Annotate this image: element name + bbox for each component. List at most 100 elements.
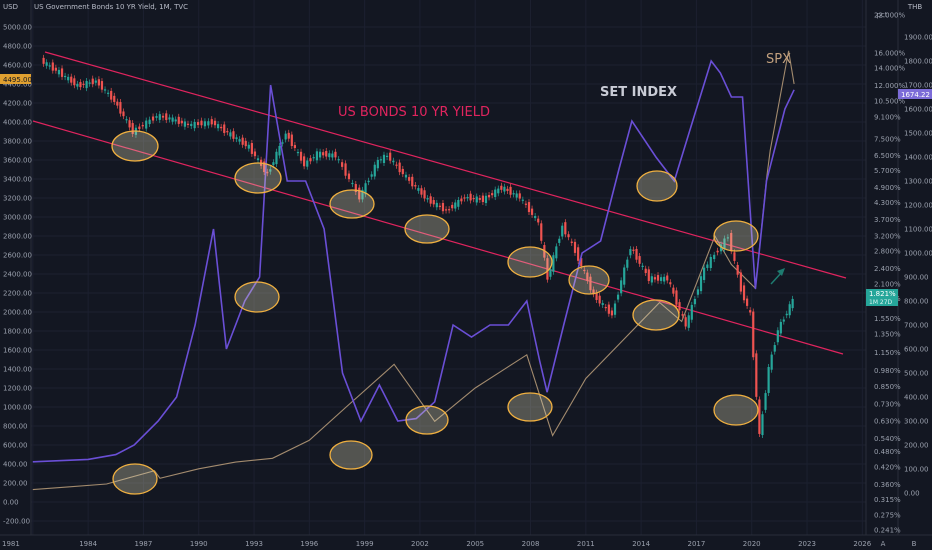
yield-candle-body — [247, 144, 250, 149]
yield-candle-body — [758, 399, 761, 434]
auto-scale-icon[interactable]: A — [881, 540, 886, 548]
time-tick-label: 2023 — [798, 540, 816, 548]
yield-candle-body — [226, 131, 229, 133]
yield-candle-body — [564, 222, 567, 235]
yield-candle-body — [632, 249, 635, 251]
series-set-index-line — [32, 59, 795, 463]
yield-candle-body — [70, 76, 73, 83]
yield-candle-body — [385, 155, 389, 158]
yield-candle-body — [223, 124, 226, 133]
yield-candle-body — [663, 276, 666, 282]
left-tick-label: 4000.00 — [3, 119, 32, 127]
yield-candle-body — [702, 267, 706, 280]
yield-candle-body — [379, 159, 383, 161]
yield-candle-body — [315, 151, 319, 161]
yield-candle-body — [220, 126, 223, 129]
yield-candle-body — [527, 202, 531, 213]
yield-candle-body — [376, 159, 379, 169]
yield-candle-body — [186, 123, 190, 125]
yield-candle-body — [444, 209, 448, 211]
time-tick-label: 2017 — [688, 540, 706, 548]
yield-candle-body — [669, 282, 672, 285]
yield-candle-body — [395, 164, 398, 166]
yield-last-badge-text: 1.821% — [869, 290, 896, 298]
yield-candle-body — [675, 290, 678, 305]
yield-candle-body — [235, 137, 238, 140]
yield-candle-body — [76, 83, 79, 87]
yield-axis-ticks: 22.000% 16.000% 14.000% 12.000% 10.500% 9.100… — [874, 12, 905, 535]
yield-candle-body — [325, 150, 328, 157]
yield-candle-body — [530, 208, 534, 215]
yield-candle-body — [644, 268, 647, 273]
left-tick-label: 1600.00 — [3, 347, 32, 355]
thb-tick-label: 700.00 — [904, 322, 929, 330]
yield-candle-body — [347, 173, 351, 180]
yield-candle-body — [229, 132, 232, 137]
yield-candle-body — [183, 121, 187, 127]
yield-candle-body — [299, 151, 303, 161]
yield-tick-label: 0.480% — [874, 448, 901, 456]
yield-candle-body — [290, 134, 293, 147]
thb-tick-label: 1500.00 — [904, 130, 932, 138]
yield-candle-body — [678, 302, 681, 311]
yield-candle-body — [487, 195, 491, 198]
yield-candle-body — [180, 120, 183, 124]
yield-candle-body — [709, 256, 712, 269]
thb-last-badge — [898, 89, 932, 99]
left-currency-label: USD — [3, 3, 18, 11]
yield-tick-label: 0.315% — [874, 496, 901, 504]
yield-candle-body — [128, 120, 131, 128]
yield-candle-body — [408, 177, 411, 181]
yield-candle-body — [687, 315, 690, 328]
yield-tick-label: 7.500% — [874, 136, 901, 144]
yield-candle-body — [361, 189, 364, 200]
yield-candle-body — [552, 255, 555, 272]
left-tick-label: 1400.00 — [3, 366, 32, 374]
yield-last-badge-sub: 1M 27D — [869, 299, 893, 306]
yield-candle-body — [776, 330, 779, 343]
yield-candle-body — [561, 225, 564, 237]
yield-tick-label: 1.550% — [874, 315, 901, 323]
yield-candle-body — [435, 202, 438, 208]
yield-candle-body — [656, 275, 660, 281]
yield-candle-body — [177, 116, 180, 124]
time-tick-label: 2014 — [632, 540, 650, 548]
yield-candle-body — [681, 314, 684, 316]
annotation-us-bonds: US BONDS 10 YR YIELD — [338, 105, 490, 120]
yield-candle-body — [512, 193, 515, 195]
time-tick-label: 2026 — [853, 540, 871, 548]
yield-tick-label: 0.420% — [874, 463, 901, 471]
yield-candle-body — [171, 117, 174, 122]
thb-tick-label: 500.00 — [904, 370, 929, 378]
left-tick-label: 2800.00 — [3, 233, 32, 241]
yield-candle-body — [733, 252, 736, 261]
grid — [31, 0, 866, 535]
thb-axis-ticks: 1900.00 1800.00 1700.00 1600.00 1500.00 1400.… — [904, 34, 932, 498]
yield-candle-body — [161, 115, 165, 118]
chart-title: US Government Bonds 10 YR Yield, 1M, TVC — [34, 3, 188, 11]
yield-candle-body — [151, 116, 155, 121]
yield-unit-label: pct — [876, 11, 887, 19]
yield-candle-body — [555, 246, 558, 259]
yield-candle-body — [97, 79, 100, 86]
highlight-ellipse — [713, 394, 759, 426]
yield-candle-body — [716, 250, 719, 253]
yield-candle-body — [213, 120, 217, 126]
yield-candle-body — [278, 145, 281, 156]
series-layer — [32, 50, 795, 491]
yield-candle-body — [573, 241, 577, 253]
log-scale-icon[interactable]: B — [912, 540, 917, 548]
yield-tick-label: 0.241% — [874, 527, 901, 535]
yield-candle-body — [460, 198, 463, 202]
yield-candle-body — [79, 82, 82, 88]
yield-candle-body — [216, 124, 220, 129]
yield-candle-body — [788, 304, 791, 316]
yield-candle-body — [635, 248, 638, 260]
yield-candle-body — [64, 75, 67, 78]
yield-tick-label: 0.630% — [874, 417, 901, 425]
yield-candle-body — [604, 306, 607, 309]
left-tick-label: 3600.00 — [3, 157, 32, 165]
yield-tick-label: 22.000% — [874, 12, 905, 20]
yield-candle-body — [337, 159, 340, 161]
yield-candle-body — [341, 162, 344, 167]
